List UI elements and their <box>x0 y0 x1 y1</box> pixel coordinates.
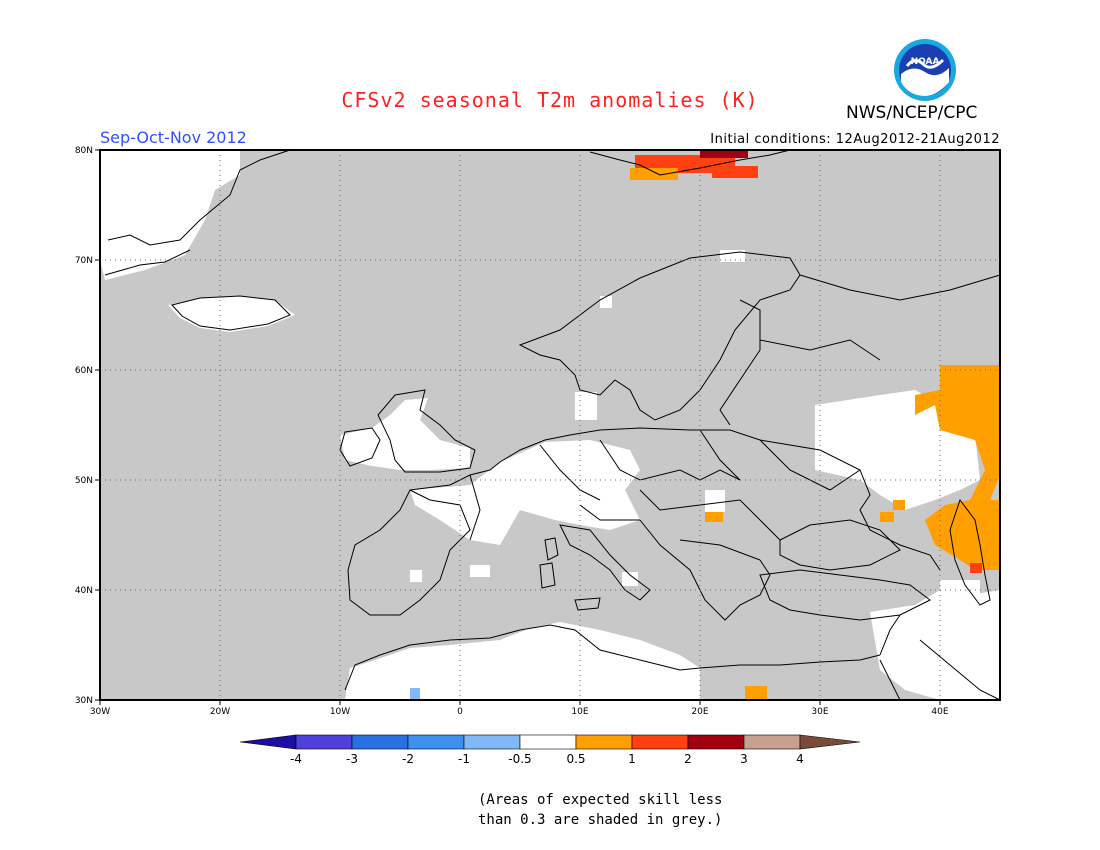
neutral-anomaly-regions <box>100 150 1000 700</box>
lat-label-30n: 30N <box>75 696 93 706</box>
map-frame <box>99 149 1001 701</box>
grid-lines <box>100 150 1000 700</box>
legend-label-minus1: -1 <box>458 752 470 766</box>
chart-title: CFSv2 seasonal T2m anomalies (K) <box>341 88 759 112</box>
season-label: Sep-Oct-Nov 2012 <box>100 128 247 147</box>
legend-swatch-above-4 <box>799 734 861 750</box>
lon-label-30e: 30E <box>811 707 828 717</box>
legend-label-05: 0.5 <box>566 752 585 766</box>
legend-label-1: 1 <box>628 752 636 766</box>
skill-footnote: (Areas of expected skill less than 0.3 a… <box>478 790 738 830</box>
legend-swatch-3-4 <box>743 734 801 750</box>
lon-label-40e: 40E <box>931 707 948 717</box>
lon-label-10e: 10E <box>571 707 588 717</box>
legend-label-minus4: -4 <box>290 752 302 766</box>
legend-label-minus2: -2 <box>402 752 414 766</box>
lat-label-40n: 40N <box>75 586 93 596</box>
legend-swatch-minus3-minus2 <box>351 734 409 750</box>
legend-label-2: 2 <box>684 752 692 766</box>
legend-swatch-1-2 <box>631 734 689 750</box>
legend-swatch-2-3 <box>687 734 745 750</box>
warm-anomaly-regions <box>630 150 1000 700</box>
footnote-line-1: (Areas of expected skill less <box>478 792 723 808</box>
tick-marks <box>95 149 941 705</box>
legend-label-minus3: -3 <box>346 752 358 766</box>
agency-label: NWS/NCEP/CPC <box>846 103 978 123</box>
coastlines <box>104 149 1001 701</box>
legend-swatch-neutral <box>519 734 577 750</box>
legend-label-4: 4 <box>796 752 804 766</box>
lat-label-70n: 70N <box>75 256 93 266</box>
lat-label-60n: 60N <box>75 366 93 376</box>
legend-swatch-minus1-minus05 <box>463 734 521 750</box>
noaa-logo: NOAA <box>894 39 956 101</box>
latitude-labels: 80N 70N 60N 50N 40N 30N <box>75 146 93 706</box>
lon-label-30w: 30W <box>90 707 110 717</box>
footnote-line-2: than 0.3 are shaded in grey.) <box>478 812 723 828</box>
lon-label-0: 0 <box>457 707 463 717</box>
lat-label-50n: 50N <box>75 476 93 486</box>
lon-label-10w: 10W <box>330 707 350 717</box>
legend-swatch-05-1 <box>575 734 633 750</box>
lon-label-20e: 20E <box>691 707 708 717</box>
legend-swatch-minus2-minus1 <box>407 734 465 750</box>
initial-conditions-label: Initial conditions: 12Aug2012-21Aug2012 <box>710 132 1000 147</box>
legend-swatch-minus4-minus3 <box>295 734 353 750</box>
lon-label-20w: 20W <box>210 707 230 717</box>
cool-anomaly-region <box>410 688 420 700</box>
legend-swatch-below-minus4 <box>239 734 297 750</box>
longitude-labels: 30W 20W 10W 0 10E 20E 30E 40E <box>90 707 949 717</box>
logo-text: NOAA <box>911 57 940 67</box>
legend-label-minus05: -0.5 <box>508 752 531 766</box>
legend-label-3: 3 <box>740 752 748 766</box>
lat-label-80n: 80N <box>75 146 93 156</box>
